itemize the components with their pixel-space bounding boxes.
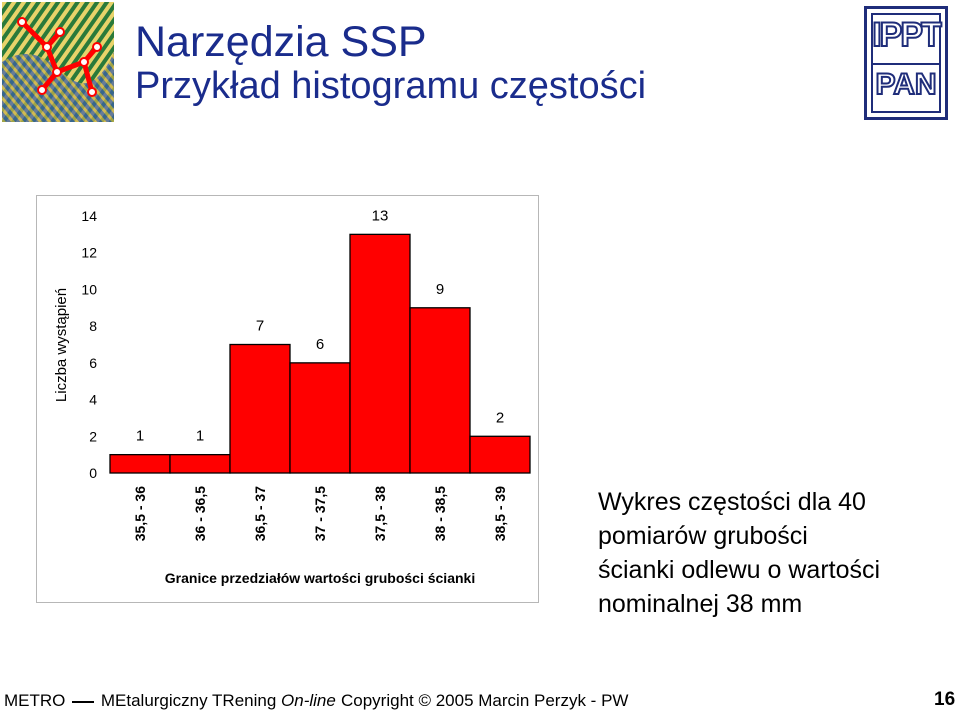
x-axis-label: Granice przedziałów wartości grubości śc…	[165, 570, 475, 586]
y-tick-label: 6	[89, 355, 97, 371]
metro-logo	[2, 2, 114, 122]
histogram-bar	[229, 343, 291, 474]
histogram-bar	[109, 453, 171, 474]
footer-project: METRO MEtalurgiczny TRening On-line	[4, 691, 336, 711]
chart-caption: Wykres częstości dla 40 pomiarów grubośc…	[598, 485, 928, 621]
bar-data-label: 9	[436, 281, 444, 298]
x-category-label: 38,5 - 39	[492, 486, 508, 541]
x-category-label: 36,5 - 37	[252, 486, 268, 541]
bar-data-label: 2	[496, 409, 504, 426]
logo-ippt-text: IPPT	[871, 15, 943, 55]
footer-project-online: On-line	[281, 691, 336, 710]
y-axis-label: Liczba wystąpień	[53, 288, 70, 402]
x-category-label: 37 - 37,5	[312, 486, 328, 541]
x-category-label: 36 - 36,5	[192, 486, 208, 541]
page-title: Narzędzia SSP	[135, 18, 427, 66]
ippt-pan-logo: IPPT PAN	[864, 6, 948, 120]
bar-data-label: 13	[372, 207, 389, 224]
caption-line: ścianki odlewu o wartości	[598, 556, 881, 584]
x-category-label: 38 - 38,5	[432, 486, 448, 541]
bar-data-label: 1	[196, 428, 204, 445]
y-tick-label: 12	[81, 245, 97, 261]
histogram-bar	[289, 362, 351, 474]
bar-data-label: 6	[316, 336, 324, 353]
logo-pan-text: PAN	[874, 67, 937, 102]
x-category-label: 35,5 - 36	[132, 486, 148, 541]
histogram-bar	[409, 307, 471, 474]
footer-project-full: MEtalurgiczny TRening	[100, 691, 282, 710]
y-tick-label: 14	[81, 208, 97, 224]
histogram-chart-frame	[36, 195, 539, 603]
y-tick-label: 10	[81, 281, 97, 297]
caption-line: nominalnej 38 mm	[598, 590, 803, 618]
x-category-label: 37,5 - 38	[372, 486, 388, 541]
page-subtitle: Przykład histogramu częstości	[135, 65, 647, 107]
y-tick-label: 0	[89, 465, 97, 481]
bar-data-label: 1	[136, 428, 144, 445]
caption-line: Wykres częstości dla 40	[598, 488, 866, 516]
y-tick-label: 8	[89, 318, 97, 334]
footer-copyright: Copyright © 2005 Marcin Perzyk - PW	[341, 691, 629, 710]
page-number: 16	[934, 689, 956, 710]
y-tick-label: 2	[89, 428, 97, 444]
footer-project-name: METRO	[4, 691, 66, 710]
histogram-bar	[169, 453, 231, 474]
histogram-bar	[469, 435, 531, 474]
histogram-bar	[349, 233, 411, 474]
y-tick-label: 4	[89, 392, 97, 408]
caption-line: pomiarów grubości	[598, 522, 808, 550]
bar-data-label: 7	[256, 318, 264, 335]
